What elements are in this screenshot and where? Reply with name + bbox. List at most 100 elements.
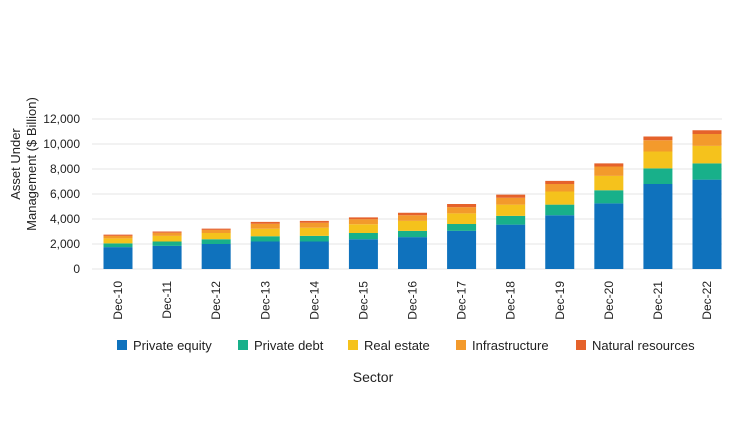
x-tick-label: Dec-11 [160, 281, 174, 319]
bar-segment [152, 232, 182, 236]
bar-segment [545, 191, 575, 205]
bar-segment [447, 230, 477, 270]
bar-segment [643, 151, 673, 169]
legend-swatch [576, 340, 586, 350]
bar-segment [545, 215, 575, 269]
y-axis-label: Asset Under Management ($ Billion) [8, 97, 39, 231]
y-tick-label: 0 [73, 262, 80, 276]
x-tick-label: Dec-20 [602, 281, 616, 320]
legend-label: Natural resources [592, 338, 695, 353]
bar-segment [299, 220, 329, 223]
legend: Private equity Private debt Real estate Inf… [117, 338, 695, 353]
bars [103, 130, 722, 270]
legend-label: Infrastructure [472, 338, 549, 353]
bar-segment [643, 184, 673, 269]
bar-segment [201, 239, 231, 244]
bar-segment [496, 194, 526, 198]
y-axis-label-line: Asset Under [8, 128, 23, 200]
x-axis-label: Sector [353, 369, 394, 385]
x-tick-label: Dec-13 [258, 281, 272, 320]
bar-segment [496, 224, 526, 270]
bar-segment [152, 231, 182, 233]
bar-segment [594, 175, 624, 191]
bar-segment [250, 241, 280, 269]
bar-segment [398, 220, 427, 231]
bar-segment [545, 184, 575, 192]
y-tick-label: 4,000 [50, 212, 80, 226]
bar-segment [299, 227, 329, 236]
bar-segment [152, 235, 182, 242]
bar-segment [250, 236, 280, 242]
bar-segment [348, 217, 378, 220]
bar-segment [496, 204, 526, 216]
bar-segment [496, 215, 526, 225]
y-tick-label: 12,000 [43, 112, 80, 126]
bar-segment [692, 179, 722, 270]
legend-item: Infrastructure [456, 338, 549, 353]
x-tick-label: Dec-16 [406, 281, 420, 320]
bar-segment [594, 166, 624, 176]
bar-segment [348, 233, 378, 240]
bar-segment [299, 241, 329, 269]
bar-segment [398, 230, 427, 238]
legend-item: Natural resources [576, 338, 695, 353]
bar-segment [447, 224, 477, 231]
bar-segment [103, 235, 133, 239]
x-tick-label: Dec-18 [504, 281, 518, 320]
legend-label: Real estate [364, 338, 430, 353]
bar-segment [103, 234, 133, 236]
bar-segment [496, 197, 526, 205]
legend-label: Private equity [133, 338, 212, 353]
y-axis-ticks: 0 2,000 4,000 6,000 8,000 10,000 12,000 [43, 112, 80, 276]
bar-segment [398, 215, 427, 221]
bar-segment [201, 244, 231, 269]
bar-segment [692, 163, 722, 180]
bar-segment [643, 136, 673, 141]
bar-segment [348, 219, 378, 225]
legend-item: Real estate [348, 338, 430, 353]
bar-segment [594, 203, 624, 270]
bar-segment [250, 228, 280, 237]
y-tick-label: 6,000 [50, 187, 80, 201]
bar-segment [348, 239, 378, 269]
legend-swatch [117, 340, 127, 350]
bar-segment [398, 212, 427, 216]
bar-segment [692, 134, 722, 146]
x-axis-ticks: Dec-10 Dec-11 Dec-12 Dec-13 Dec-14 Dec-15 Dec-… [111, 281, 714, 320]
bar-segment [152, 241, 182, 246]
bar-segment [299, 235, 329, 242]
bar-segment [643, 140, 673, 152]
y-tick-label: 8,000 [50, 162, 80, 176]
bar-segment [692, 145, 722, 164]
bar-segment [250, 223, 280, 229]
bar-segment [201, 229, 231, 234]
x-tick-label: Dec-14 [307, 281, 321, 320]
legend-swatch [348, 340, 358, 350]
bar-segment [447, 207, 477, 214]
x-tick-label: Dec-21 [651, 281, 665, 320]
bar-segment [398, 237, 427, 270]
y-axis-label-line: Management ($ Billion) [24, 97, 39, 231]
bar-segment [692, 130, 722, 134]
bar-segment [250, 221, 280, 224]
legend-item: Private debt [238, 338, 324, 353]
x-tick-label: Dec-19 [553, 281, 567, 320]
y-tick-label: 10,000 [43, 137, 80, 151]
bar-segment [545, 180, 575, 185]
x-tick-label: Dec-10 [111, 281, 125, 320]
legend-swatch [456, 340, 466, 350]
bar-segment [643, 168, 673, 185]
bar-segment [545, 204, 575, 216]
x-tick-label: Dec-12 [209, 281, 223, 320]
bar-segment [103, 238, 133, 244]
bar-segment [201, 228, 231, 230]
legend-swatch [238, 340, 248, 350]
x-tick-label: Dec-17 [455, 281, 469, 320]
bar-segment [201, 233, 231, 240]
bar-segment [594, 163, 624, 167]
bar-segment [594, 190, 624, 204]
x-tick-label: Dec-22 [700, 281, 714, 320]
bar-segment [447, 213, 477, 225]
